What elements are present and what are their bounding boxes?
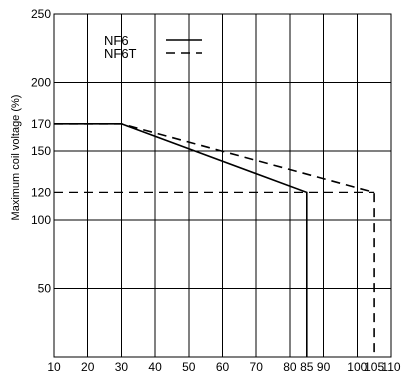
x-tick-label: 60 — [216, 360, 230, 374]
y-tick-label: 170 — [31, 117, 51, 131]
y-tick-labels: 50 100 120 150 170 200 250 — [31, 7, 51, 295]
y-tick-label: 250 — [31, 7, 51, 21]
y-tick-label: 50 — [38, 281, 52, 295]
series-layer — [54, 123, 375, 357]
x-tick-label: 105 — [364, 360, 384, 374]
x-tick-label: 80 — [283, 360, 297, 374]
legend-label-nf6t: NF6T — [104, 46, 137, 61]
grid-layer — [54, 14, 391, 357]
x-tick-label: 90 — [317, 360, 331, 374]
x-tick-label: 50 — [182, 360, 196, 374]
y-tick-label: 100 — [31, 213, 51, 227]
x-tick-label: 10 — [47, 360, 61, 374]
x-tick-label: 85 — [300, 360, 314, 374]
y-tick-label: 200 — [31, 76, 51, 90]
x-tick-label: 70 — [250, 360, 264, 374]
x-tick-label: 30 — [115, 360, 129, 374]
x-tick-label: 40 — [148, 360, 162, 374]
legend-label-nf6: NF6 — [104, 33, 129, 48]
y-tick-label: 120 — [31, 185, 51, 199]
series-nf6t-line — [54, 123, 375, 357]
x-tick-label: 20 — [81, 360, 95, 374]
series-nf6-line — [54, 123, 308, 357]
x-tick-label: 110 — [381, 360, 400, 374]
plot-frame — [53, 13, 392, 358]
y-tick-label: 150 — [31, 144, 51, 158]
y-axis-label: Maximum coil voltage (%) — [10, 95, 22, 221]
x-tick-label: 100 — [347, 360, 367, 374]
